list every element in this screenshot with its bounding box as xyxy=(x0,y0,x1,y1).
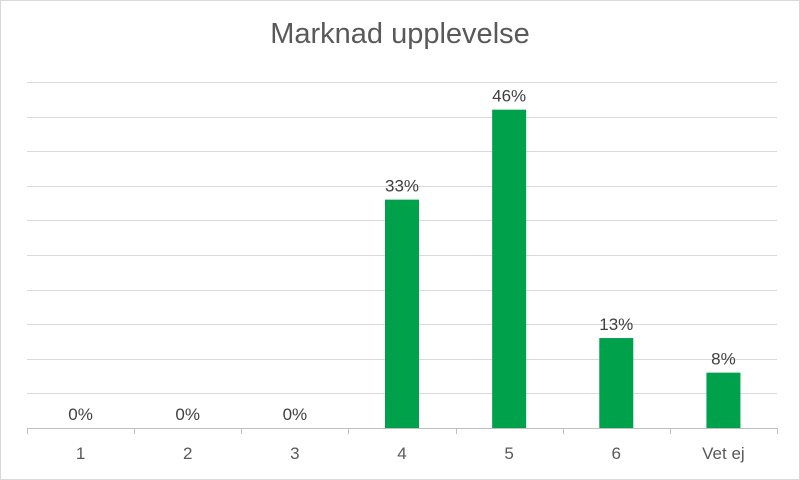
bar-4 xyxy=(385,199,419,428)
data-label: 8% xyxy=(711,350,736,369)
chart-title: Marknad upplevelse xyxy=(270,18,530,50)
bar-5 xyxy=(492,109,527,429)
data-label: 0% xyxy=(68,405,93,424)
category-label: 6 xyxy=(612,444,621,463)
x-axis xyxy=(27,428,778,434)
category-label: 2 xyxy=(183,444,192,463)
category-labels: 1 2 3 4 5 6 Vet ej xyxy=(76,444,745,463)
bar-vet-ej xyxy=(706,372,741,428)
category-label: 1 xyxy=(76,444,85,463)
category-label: 3 xyxy=(290,444,299,463)
bars xyxy=(385,109,741,429)
data-label: 33% xyxy=(385,177,419,196)
bar-6 xyxy=(599,338,634,428)
data-label: 0% xyxy=(175,405,200,424)
data-label: 0% xyxy=(283,405,308,424)
category-label: 4 xyxy=(397,444,406,463)
category-label: Vet ej xyxy=(702,444,745,463)
category-label: 5 xyxy=(504,444,513,463)
data-label: 46% xyxy=(492,87,526,106)
data-labels: 0% 0% 0% 33% 46% 13% 8% xyxy=(68,87,735,424)
data-label: 13% xyxy=(599,315,633,334)
